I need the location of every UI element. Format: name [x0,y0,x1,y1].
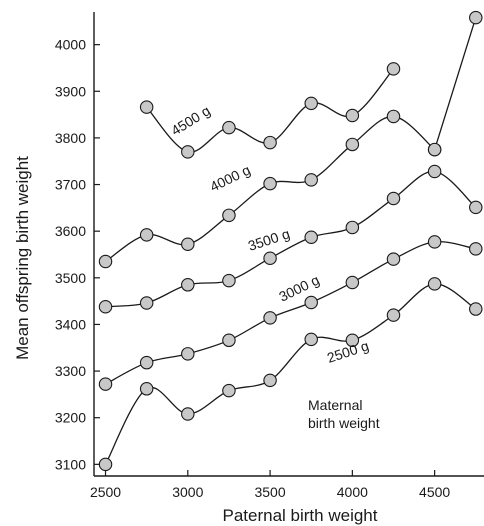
x-tick-label-2500: 2500 [90,484,121,500]
data-point-3500-g-2500 [98,299,113,314]
data-point-segment-5-4750 [469,10,483,25]
data-point-3500-g-4250 [386,191,401,206]
data-point-2500-g-3250 [222,383,236,398]
data-point-3000-g-2750 [139,355,154,370]
x-ticks: 2500 3000 3500 4000 4500 [90,470,450,500]
data-point-3500-g-4000 [345,220,360,235]
y-tick-label-3400: 3400 [55,316,86,332]
x-tick-label-4000: 4000 [337,484,368,500]
data-point-2500-g-4000 [345,333,360,348]
series-line-3000-g [105,241,476,385]
data-point-4500-g-4250 [386,62,401,76]
y-tick-label-3600: 3600 [55,223,86,239]
data-point-2500-g-3000 [181,407,195,421]
data-point-4000-g-3500 [263,176,277,191]
y-tick-label-3200: 3200 [55,410,86,426]
points-layer [98,10,483,472]
legend-title-line2: birth weight [308,415,380,431]
data-point-3500-g-3750 [304,230,318,244]
data-point-3500-g-3500 [263,251,277,265]
y-tick-label-3500: 3500 [55,270,86,286]
data-point-4500-g-3750 [304,96,318,111]
data-point-3500-g-2750 [139,296,154,310]
data-point-3000-g-3500 [263,311,277,325]
data-point-3000-g-3750 [304,295,318,310]
data-point-2500-g-4250 [386,308,401,322]
series-line-2500-g [104,283,477,465]
data-point-4000-g-2500 [98,254,113,269]
data-point-3500-g-4500 [427,164,442,179]
data-point-4500-g-3500 [263,135,277,150]
series-line-3500-g [105,170,477,308]
data-point-3500-g-3250 [222,273,236,288]
data-point-4000-g-3250 [222,208,236,223]
x-tick-label-3500: 3500 [254,484,285,500]
data-point-3000-g-4750 [469,242,483,256]
data-point-3500-g-4750 [469,200,483,215]
data-point-4500-g-2750 [139,100,154,114]
x-tick-label-3000: 3000 [172,484,203,500]
series-line-segment-5 [434,17,477,150]
y-tick-label-3100: 3100 [55,456,86,472]
data-point-3000-g-4000 [345,275,360,290]
y-tick-label-3700: 3700 [55,177,86,193]
series-label-4000: 4000 g [207,162,253,195]
data-point-2500-g-2500 [98,457,113,472]
y-tick-label-3300: 3300 [55,363,86,379]
y-tick-label-3800: 3800 [55,130,86,146]
data-point-4000-g-3750 [304,173,318,187]
data-point-3000-g-2500 [98,377,113,391]
y-ticks: 3100 3200 3300 3400 3500 3600 3700 3800 3900 4000 [55,37,100,472]
data-point-3000-g-3000 [181,347,195,361]
y-axis-title: Mean offspring birth weight [13,156,32,360]
data-point-3000-g-3250 [222,333,236,348]
data-point-4000-g-3000 [181,237,195,251]
data-point-2500-g-2750 [139,382,154,396]
data-point-4500-g-3250 [222,120,236,135]
x-tick-label-4500: 4500 [419,484,450,500]
data-point-2500-g-3500 [263,373,277,388]
x-axis-title: Paternal birth weight [223,506,378,525]
y-tick-label-4000: 4000 [55,37,86,53]
data-point-4500-g-3000 [181,145,195,159]
data-point-4000-g-2750 [139,228,154,242]
data-point-2500-g-4500 [427,277,442,291]
data-point-2500-g-3750 [304,332,318,347]
data-point-4000-g-4250 [386,109,401,124]
data-point-3000-g-4250 [386,252,401,266]
series-layer [104,17,477,465]
series-label-4500: 4500 g [168,102,213,138]
legend-title-line1: Maternal [308,397,362,413]
data-point-segment-5-4500 [427,142,442,157]
data-point-4000-g-4000 [345,137,360,152]
data-point-4500-g-4000 [345,108,360,123]
data-point-3000-g-4500 [427,235,442,249]
y-tick-label-3900: 3900 [55,83,86,99]
data-point-3500-g-3000 [181,278,195,292]
data-point-2500-g-4750 [469,302,483,316]
